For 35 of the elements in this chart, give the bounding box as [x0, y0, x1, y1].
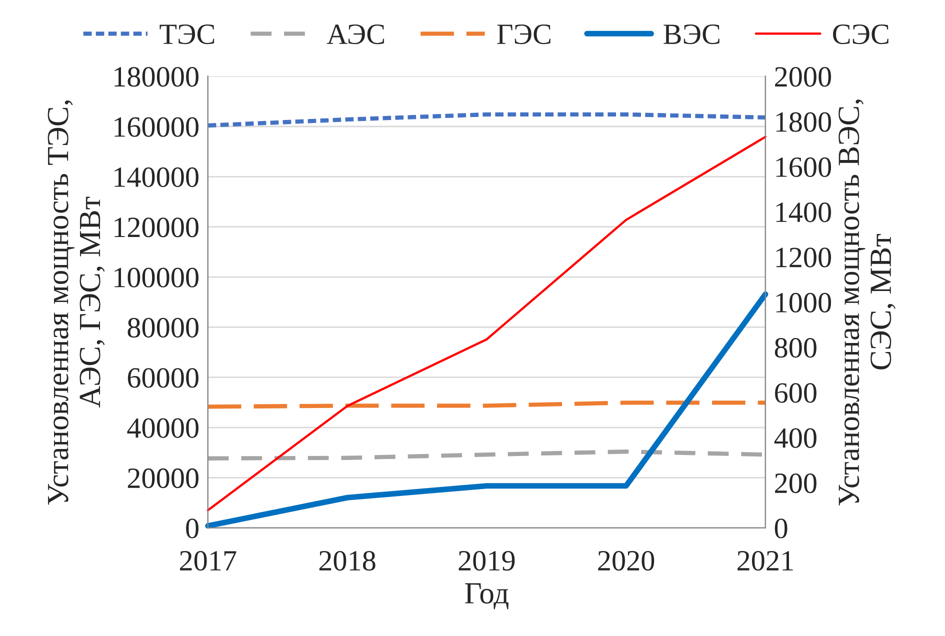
y-tick-label: 180000 [114, 67, 198, 87]
legend-label: ГЭС [497, 24, 550, 44]
y2-tick-label: 600 [775, 383, 816, 403]
y2-tick-label: 400 [774, 428, 816, 448]
y2-tick-label: 0 [774, 518, 788, 538]
y2-tick-label: 2000 [775, 67, 832, 87]
y-tick-label: 0 [186, 518, 198, 538]
legend-label: ТЭС [160, 24, 214, 44]
y-tick-label: 140000 [114, 167, 198, 188]
legend-label: СЭС [833, 24, 888, 44]
y-tick-label: 100000 [114, 268, 198, 288]
y-tick-label: 40000 [127, 418, 198, 438]
y-tick-label: 160000 [114, 117, 198, 137]
x-axis-title: Год [465, 583, 508, 610]
y-tick-label: 20000 [128, 468, 198, 488]
y2-tick-label: 1800 [776, 112, 832, 132]
y2-axis-title: Установленная мощность ВЭС, СЭС, МВт [838, 100, 896, 506]
y2-tick-label: 1200 [776, 248, 832, 268]
line-series [206, 136, 767, 512]
y2-tick-label: 1000 [776, 292, 832, 313]
y-tick-label: 120000 [114, 218, 198, 238]
y-tick-label: 80000 [128, 318, 198, 338]
y2-tick-label: 1600 [776, 157, 832, 178]
x-tick-label: 2020 [598, 550, 654, 571]
x-tick-label: 2021 [738, 550, 793, 571]
x-tick-label: 2018 [319, 550, 376, 571]
y-axis-title: Установленная мощность ТЭС, АЭС, ГЭС, МВт [48, 100, 105, 505]
y2-tick-label: 1400 [776, 202, 832, 222]
y-tick-label: 60000 [128, 368, 198, 388]
x-tick-label: 2019 [458, 550, 515, 571]
y2-tick-label: 800 [774, 338, 816, 358]
x-tick-label: 2017 [180, 550, 236, 571]
y2-tick-label: 200 [775, 473, 816, 494]
legend-label: АЭС [326, 24, 384, 44]
legend-label: ВЭС [664, 24, 720, 44]
